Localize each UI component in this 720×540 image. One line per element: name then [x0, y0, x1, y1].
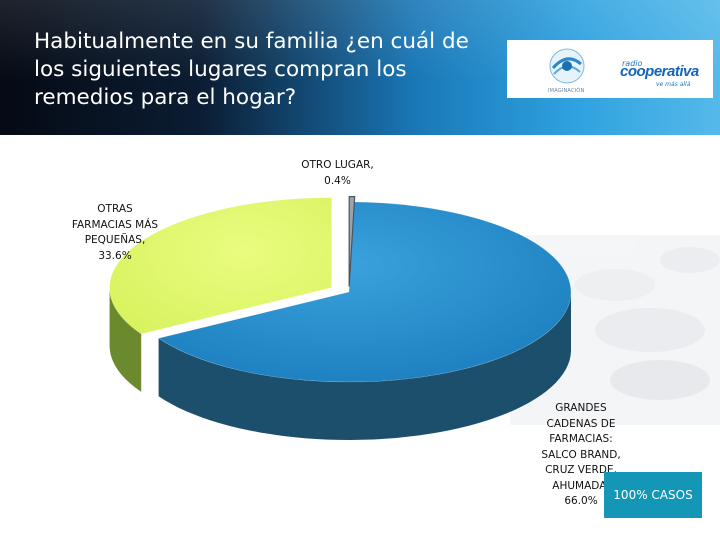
label-otro-lugar-line-1: OTRO LUGAR, [301, 159, 374, 171]
label-grandes-cadenas-value: 66.0% [564, 495, 598, 507]
label-grandes-cadenas-line-1: GRANDES [555, 402, 607, 414]
label-otras-farmacias: OTRAS FARMACIAS MÁS PEQUEÑAS, 33.6% [70, 202, 160, 264]
slice-grandes-cadenas-side [158, 292, 571, 440]
slide-title: Habitualmente en su familia ¿en cuál de … [34, 29, 469, 110]
logo-panel [507, 40, 713, 98]
label-grandes-cadenas-line-6: AHUMADA, [552, 479, 610, 492]
label-grandes-cadenas: GRANDES CADENAS DE FARMACIAS: SALCO BRAN… [535, 401, 627, 510]
slice-otras-farmacias [109, 197, 332, 335]
slice-otras-farmacias-side [109, 286, 142, 392]
label-otro-lugar: OTRO LUGAR, 0.4% [290, 158, 385, 189]
label-grandes-cadenas-line-2: CADENAS DE [546, 417, 616, 430]
label-otras-farmacias-line-2: FARMACIAS MÁS [71, 218, 159, 231]
logo-radio-text: radio [622, 59, 643, 68]
slice-grandes-cadenas [157, 201, 572, 383]
logo-tagline-text: ve más allá [656, 81, 691, 88]
label-otro-lugar-value: 0.4% [324, 174, 351, 187]
label-otras-farmacias-line-3: PEQUEÑAS, [84, 234, 146, 246]
sample-size-badge: 100% CASOS [604, 472, 702, 518]
slice-otro-lugar [348, 195, 356, 287]
label-grandes-cadenas-line-3: FARMACIAS: [549, 433, 613, 445]
label-otras-farmacias-value: 33.6% [98, 249, 132, 262]
label-otras-farmacias-line-1: OTRAS [97, 203, 133, 215]
label-grandes-cadenas-line-5: CRUZ VERDE, [545, 464, 617, 476]
imaginacion-logo-icon [549, 48, 585, 84]
logo-cooperativa-text: cooperativa [620, 63, 699, 80]
label-grandes-cadenas-line-4: SALCO BRAND, [541, 448, 621, 461]
logo-imaginacion-text: IMAGINACIÓN [548, 88, 585, 94]
